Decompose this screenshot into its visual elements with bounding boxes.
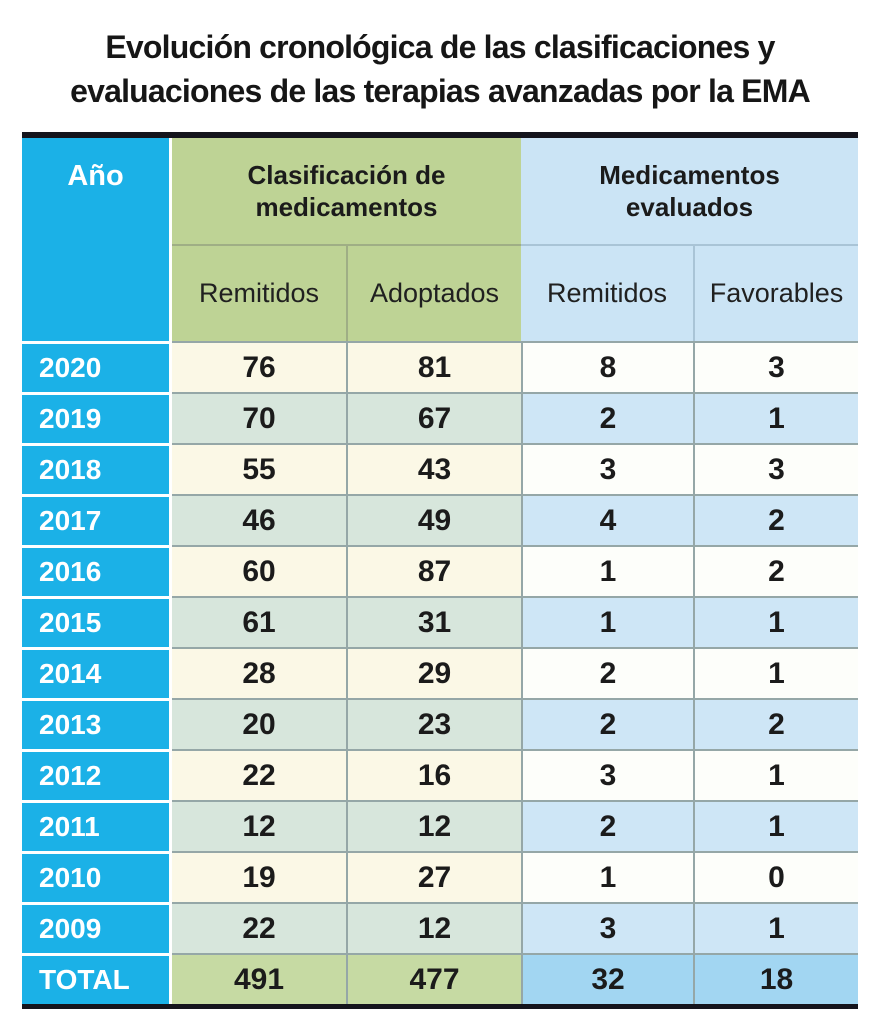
value-cell: 2 (693, 494, 858, 546)
value-cell: 23 (346, 698, 521, 750)
year-cell: 2014 (22, 647, 172, 699)
group-header-line: Clasificación de (247, 159, 446, 190)
year-cell: 2010 (22, 851, 172, 903)
value-cell: 4 (521, 494, 693, 546)
subheader-remitidos-clasificacion: Remitidos (172, 244, 346, 342)
subheader-favorables: Favorables (693, 244, 858, 342)
data-table: Año Clasificación de medicamentos Medica… (22, 132, 858, 1010)
value-cell: 1 (693, 596, 858, 648)
year-column-header: Año (22, 138, 172, 342)
group-header-line: medicamentos (255, 192, 438, 223)
value-cell: 61 (172, 596, 346, 648)
value-cell: 2 (521, 800, 693, 852)
value-cell: 3 (693, 341, 858, 393)
total-label-cell: TOTAL (22, 953, 172, 1005)
value-cell: 3 (521, 749, 693, 801)
value-cell: 87 (346, 545, 521, 597)
value-cell: 29 (346, 647, 521, 699)
year-cell: 2019 (22, 392, 172, 444)
value-cell: 1 (521, 596, 693, 648)
subheader-adoptados: Adoptados (346, 244, 521, 342)
page-title: Evolución cronológica de las clasificaci… (0, 26, 880, 113)
value-cell: 2 (693, 545, 858, 597)
group-header-line: evaluados (625, 192, 754, 223)
value-cell: 1 (693, 647, 858, 699)
table-grid: Año Clasificación de medicamentos Medica… (22, 138, 858, 1005)
value-cell: 12 (172, 800, 346, 852)
value-cell: 12 (346, 800, 521, 852)
total-value-cell: 491 (172, 953, 346, 1005)
year-cell: 2012 (22, 749, 172, 801)
year-cell: 2017 (22, 494, 172, 546)
value-cell: 1 (693, 749, 858, 801)
value-cell: 19 (172, 851, 346, 903)
value-cell: 60 (172, 545, 346, 597)
year-cell: 2016 (22, 545, 172, 597)
value-cell: 27 (346, 851, 521, 903)
group-header-clasificacion-text: Clasificación de medicamentos (248, 159, 446, 223)
value-cell: 3 (521, 443, 693, 495)
value-cell: 31 (346, 596, 521, 648)
year-cell: 2020 (22, 341, 172, 393)
subheader-remitidos-evaluados: Remitidos (521, 244, 693, 342)
value-cell: 2 (693, 698, 858, 750)
total-value-cell: 18 (693, 953, 858, 1005)
value-cell: 0 (693, 851, 858, 903)
year-cell: 2011 (22, 800, 172, 852)
value-cell: 28 (172, 647, 346, 699)
value-cell: 16 (346, 749, 521, 801)
value-cell: 2 (521, 647, 693, 699)
group-header-line: Medicamentos (599, 159, 780, 190)
value-cell: 49 (346, 494, 521, 546)
title-line-2: evaluaciones de las terapias avanzadas p… (70, 72, 811, 109)
total-value-cell: 477 (346, 953, 521, 1005)
value-cell: 1 (693, 392, 858, 444)
value-cell: 1 (693, 800, 858, 852)
table-top-border (22, 132, 858, 139)
value-cell: 55 (172, 443, 346, 495)
value-cell: 43 (346, 443, 521, 495)
value-cell: 1 (521, 851, 693, 903)
value-cell: 2 (521, 698, 693, 750)
value-cell: 3 (521, 902, 693, 954)
year-cell: 2013 (22, 698, 172, 750)
value-cell: 70 (172, 392, 346, 444)
value-cell: 12 (346, 902, 521, 954)
year-cell: 2018 (22, 443, 172, 495)
group-header-evaluados: Medicamentos evaluados (521, 138, 858, 245)
total-value-cell: 32 (521, 953, 693, 1005)
group-header-clasificacion: Clasificación de medicamentos (172, 138, 521, 245)
value-cell: 2 (521, 392, 693, 444)
value-cell: 46 (172, 494, 346, 546)
table-bottom-border (22, 1004, 858, 1010)
value-cell: 20 (172, 698, 346, 750)
year-cell: 2015 (22, 596, 172, 648)
value-cell: 1 (693, 902, 858, 954)
value-cell: 1 (521, 545, 693, 597)
value-cell: 22 (172, 902, 346, 954)
value-cell: 3 (693, 443, 858, 495)
value-cell: 81 (346, 341, 521, 393)
value-cell: 22 (172, 749, 346, 801)
value-cell: 67 (346, 392, 521, 444)
title-line-1: Evolución cronológica de las clasificaci… (105, 29, 775, 65)
value-cell: 76 (172, 341, 346, 393)
value-cell: 8 (521, 341, 693, 393)
year-cell: 2009 (22, 902, 172, 954)
group-header-evaluados-text: Medicamentos evaluados (599, 159, 780, 223)
